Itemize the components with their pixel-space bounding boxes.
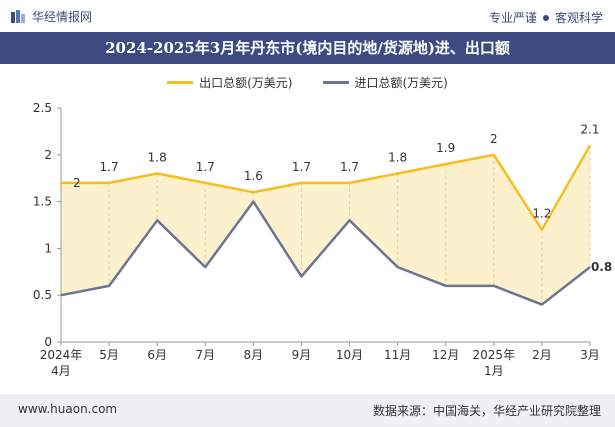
footer: www.huaon.com 数据来源：中国海关，华经产业研究院整理 (0, 394, 615, 427)
footer-source: 数据来源：中国海关，华经产业研究院整理 (372, 404, 601, 418)
y-tick-label: 1 (44, 241, 52, 255)
export-data-label: 1.6 (244, 169, 263, 183)
export-data-label: 1.7 (292, 160, 311, 174)
x-tick-label: 9月 (292, 348, 312, 362)
y-tick-label: 1.5 (33, 195, 52, 209)
import-data-label: 0.8 (591, 260, 612, 274)
x-tick-label: 10月 (336, 348, 363, 362)
x-tick-label: 8月 (244, 348, 264, 362)
footer-site: www.huaon.com (18, 402, 118, 416)
x-tick-label: 5月 (99, 348, 119, 362)
export-data-label: 2.1 (580, 122, 599, 136)
export-data-label: 1.7 (100, 160, 119, 174)
x-tick-label: 1月 (484, 364, 504, 378)
tagline-left: 专业严谨 (488, 11, 537, 25)
tagline: 专业严谨 客观科学 (489, 9, 603, 26)
brand: 华经情报网 (10, 8, 92, 25)
legend-label-export: 出口总额(万美元) (199, 76, 293, 90)
y-tick-label: 2.5 (33, 101, 52, 115)
x-tick-label: 7月 (195, 348, 215, 362)
x-tick-label: 4月 (51, 364, 71, 378)
y-tick-label: 0.5 (33, 288, 52, 302)
x-tick-label: 2025年 (473, 348, 516, 362)
import-line (60, 200, 591, 306)
x-tick-label: 6月 (147, 348, 167, 362)
legend-label-import: 进口总额(万美元) (354, 76, 448, 90)
export-data-label: 1.8 (148, 151, 167, 165)
area-fill (61, 145, 590, 305)
export-data-label: 1.8 (388, 151, 407, 165)
y-tick-label: 2 (44, 148, 52, 162)
x-tick-label: 2月 (532, 348, 552, 362)
legend-swatch-export (167, 81, 194, 84)
x-tick-label: 11月 (384, 348, 411, 362)
legend-swatch-import (322, 81, 349, 84)
export-data-label: 1.2 (532, 207, 551, 221)
export-line (61, 144, 592, 231)
export-data-label: 1.7 (196, 160, 215, 174)
legend-item-import: 进口总额(万美元) (322, 74, 448, 91)
x-tick-label: 2024年 (40, 348, 83, 362)
export-data-label: 2 (73, 176, 81, 190)
x-tick-label: 12月 (432, 348, 459, 362)
brand-name: 华经情报网 (32, 10, 93, 24)
chart-legend: 出口总额(万美元) 进口总额(万美元) (0, 74, 615, 91)
tagline-dot-icon (542, 14, 549, 21)
x-tick-label: 3月 (580, 348, 600, 362)
top-bar: 华经情报网 专业严谨 客观科学 (0, 0, 615, 32)
tagline-right: 客观科学 (554, 11, 603, 25)
y-tick-label: 0 (44, 335, 52, 349)
chart-title: 2024-2025年3月年丹东市(境内目的地/货源地)进、出口额 (0, 32, 615, 64)
export-data-label: 1.9 (436, 141, 455, 155)
legend-item-export: 出口总额(万美元) (167, 74, 293, 91)
brand-logo-icon (11, 9, 25, 23)
export-data-label: 1.7 (340, 160, 359, 174)
export-data-label: 2 (490, 132, 498, 146)
